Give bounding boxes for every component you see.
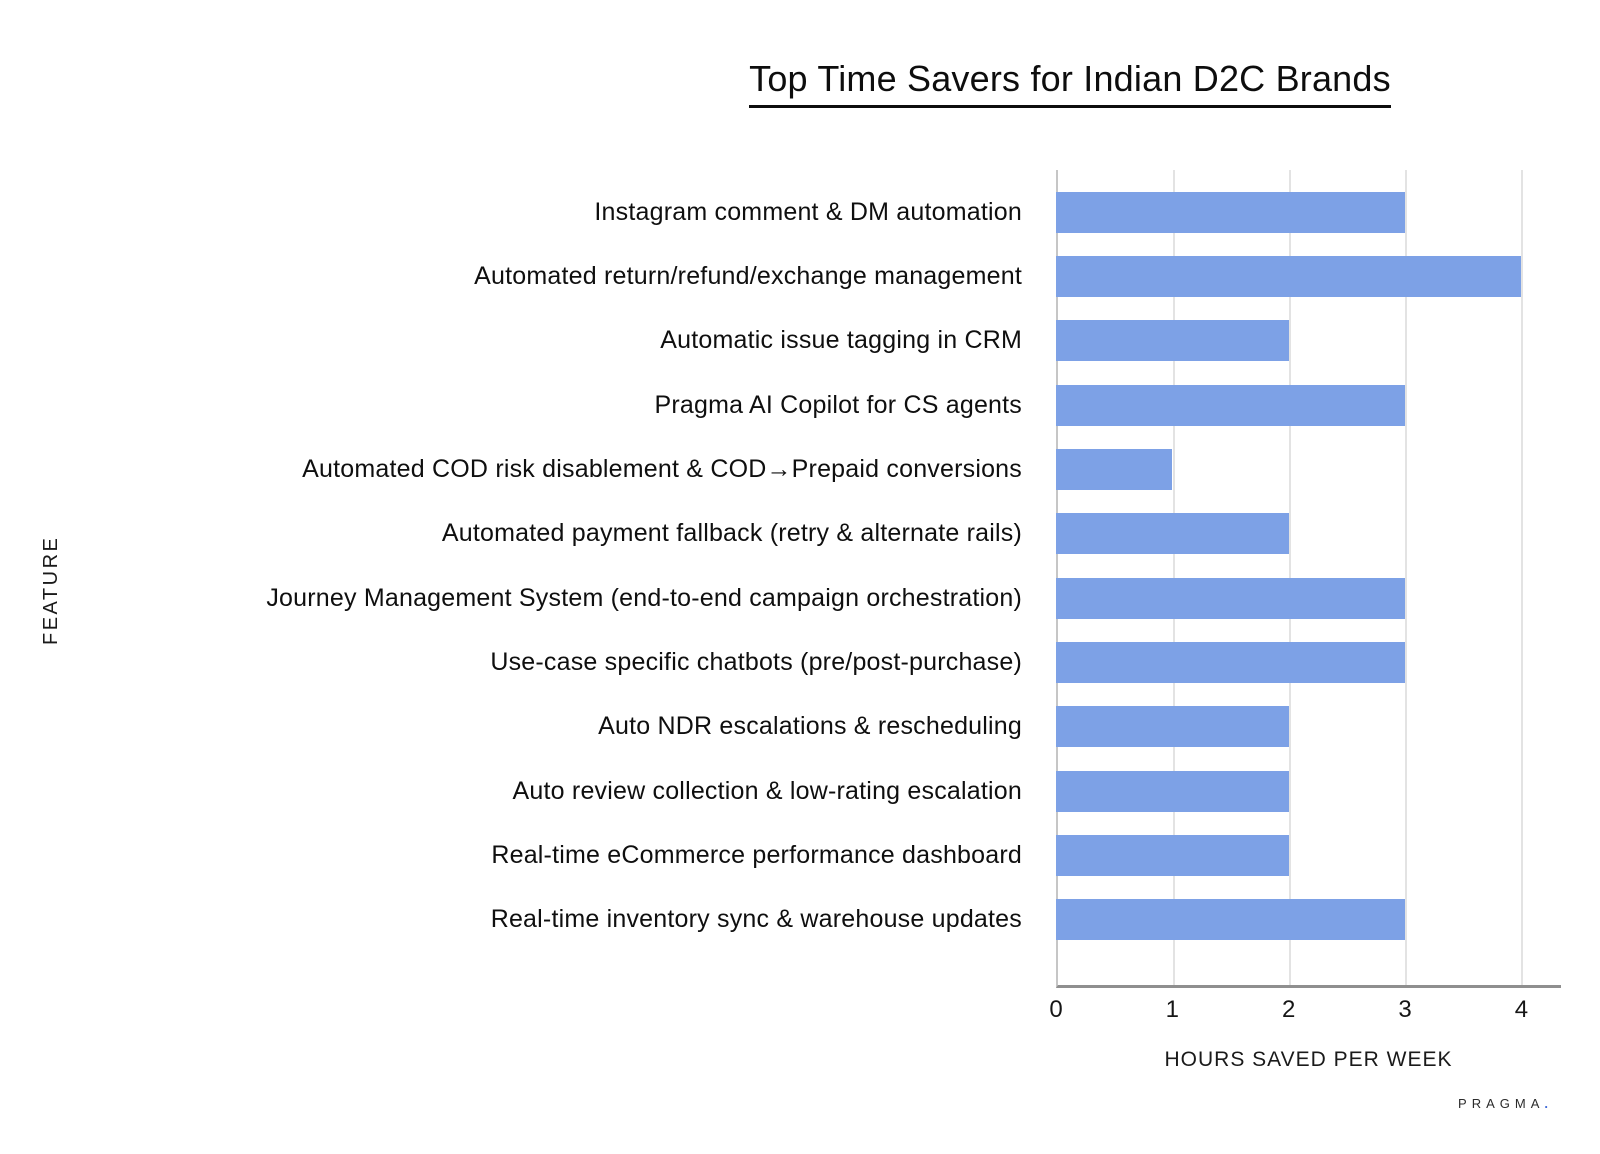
category-label: Automatic issue tagging in CRM xyxy=(660,326,1022,355)
category-label: Automated return/refund/exchange managem… xyxy=(474,261,1022,290)
bar-row: Auto review collection & low-rating esca… xyxy=(0,759,1561,823)
bar-row: Real-time eCommerce performance dashboar… xyxy=(0,823,1561,887)
category-label: Real-time eCommerce performance dashboar… xyxy=(491,840,1022,869)
bar-track xyxy=(1056,384,1561,426)
category-label: Auto NDR escalations & rescheduling xyxy=(598,712,1022,741)
bar-track xyxy=(1056,191,1561,233)
bar-track xyxy=(1056,899,1561,941)
x-tick-label: 0 xyxy=(1049,996,1063,1023)
gridline-x3 xyxy=(1404,170,1407,985)
bar xyxy=(1056,384,1406,426)
x-tick-label: 4 xyxy=(1514,996,1529,1023)
bar-track xyxy=(1056,834,1561,876)
bar xyxy=(1056,255,1522,297)
x-axis-title: HOURS SAVED PER WEEK xyxy=(1164,1048,1453,1071)
x-tick-label: 2 xyxy=(1282,996,1296,1023)
category-label: Real-time inventory sync & warehouse upd… xyxy=(490,905,1022,934)
bar-row: Automated COD risk disablement & COD→Pre… xyxy=(0,437,1561,501)
bar xyxy=(1056,899,1406,941)
bar-track xyxy=(1056,255,1561,297)
gridline-x4 xyxy=(1520,170,1523,985)
bar-track xyxy=(1056,577,1561,619)
bar xyxy=(1056,320,1289,362)
bar xyxy=(1056,448,1173,490)
chart-title-wrap: Top Time Savers for Indian D2C Brands xyxy=(690,58,1450,108)
bar xyxy=(1056,641,1406,683)
bar-row: Instagram comment & DM automation xyxy=(0,180,1561,244)
bar-row: Real-time inventory sync & warehouse upd… xyxy=(0,888,1561,952)
brand-logo: PRAGMA. xyxy=(1458,1096,1548,1111)
bar xyxy=(1056,513,1289,555)
bar-row: Automatic issue tagging in CRM xyxy=(0,309,1561,373)
category-label: Automated payment fallback (retry & alte… xyxy=(441,519,1022,548)
bar-row: Use-case specific chatbots (pre/post-pur… xyxy=(0,630,1561,694)
bar xyxy=(1056,770,1289,812)
bar-track xyxy=(1056,641,1561,683)
bar-track xyxy=(1056,770,1561,812)
bar xyxy=(1056,706,1289,748)
bar-row: Pragma AI Copilot for CS agents xyxy=(0,373,1561,437)
x-tick-label: 1 xyxy=(1165,996,1180,1023)
gridline-x1 xyxy=(1172,170,1175,985)
category-label: Auto review collection & low-rating esca… xyxy=(512,776,1022,805)
category-label: Automated COD risk disablement & COD→Pre… xyxy=(302,454,1022,483)
bar-track xyxy=(1056,448,1561,490)
bar-row: Auto NDR escalations & rescheduling xyxy=(0,695,1561,759)
chart-title: Top Time Savers for Indian D2C Brands xyxy=(749,58,1391,108)
category-label: Pragma AI Copilot for CS agents xyxy=(654,390,1022,419)
bar xyxy=(1056,577,1406,619)
bar xyxy=(1056,191,1406,233)
bar xyxy=(1056,834,1289,876)
category-label: Journey Management System (end-to-end ca… xyxy=(266,583,1022,612)
bar-track xyxy=(1056,706,1561,748)
bar-track xyxy=(1056,320,1561,362)
bar-track xyxy=(1056,513,1561,555)
bar-rows: Instagram comment & DM automation Automat… xyxy=(0,180,1561,952)
category-label: Use-case specific chatbots (pre/post-pur… xyxy=(490,647,1022,676)
brand-dot: . xyxy=(1544,1096,1548,1111)
category-label: Instagram comment & DM automation xyxy=(594,197,1022,226)
x-axis-ticks: 0 1 2 3 4 xyxy=(1049,996,1561,1026)
bar-row: Automated payment fallback (retry & alte… xyxy=(0,502,1561,566)
brand-name: PRAGMA xyxy=(1458,1096,1545,1111)
x-tick-label: 3 xyxy=(1398,996,1412,1023)
bar-row: Automated return/refund/exchange managem… xyxy=(0,244,1561,308)
gridline-x2 xyxy=(1288,170,1291,985)
bar-row: Journey Management System (end-to-end ca… xyxy=(0,566,1561,630)
